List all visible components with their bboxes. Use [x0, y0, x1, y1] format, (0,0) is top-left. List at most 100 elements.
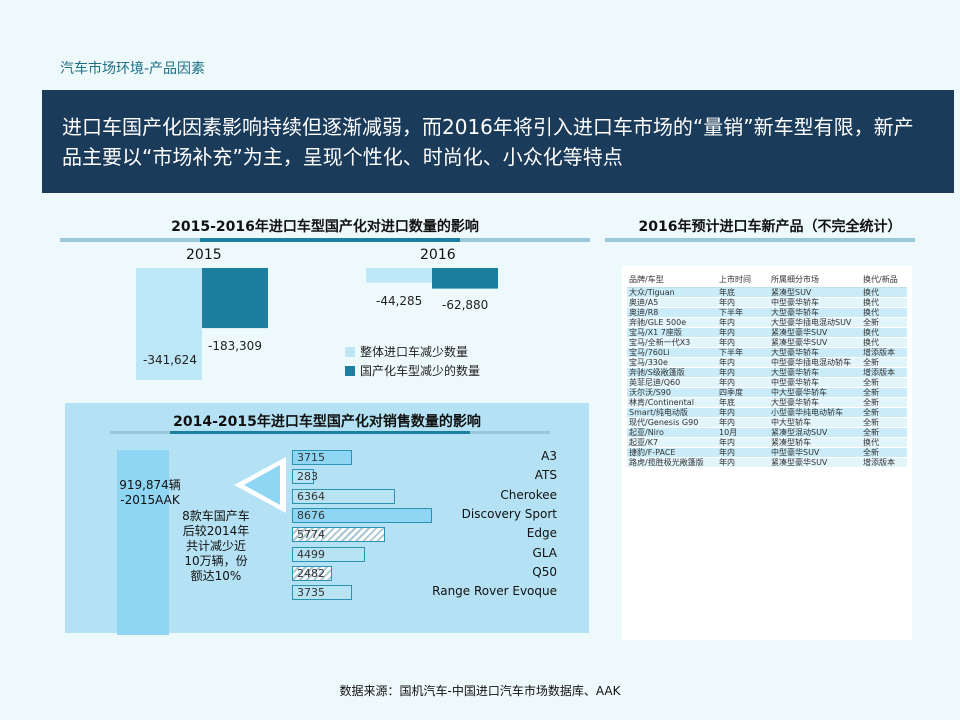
table-cell: 紧凑型豪华SUV: [769, 327, 861, 338]
new-products-table-wrap: 品牌/车型 上市时间 所属细分市场 换代/新品 大众/Tiguan 年底 紧凑型SU…: [622, 266, 912, 640]
table-cell: 起亚/Niro: [627, 427, 717, 438]
table-row: 奥迪/A5 年内 中型豪华轿车 换代: [627, 297, 907, 308]
table-cell: 四季度: [717, 387, 769, 398]
col-header-launch: 上市时间: [717, 271, 769, 288]
table-row: 宝马/760Li 下半年 大型豪华轿车 增添版本: [627, 347, 907, 358]
table-cell: 中大型豪华轿车: [769, 387, 861, 398]
model-name-label: Q50: [532, 564, 557, 579]
table-cell: 增添版本: [861, 457, 907, 468]
bar-label-2016-total: -44,285: [376, 294, 423, 308]
model-name-label: Discovery Sport: [461, 506, 557, 521]
table-cell: 年内: [717, 367, 769, 378]
table-cell: 奔驰/GLE 500e: [627, 317, 717, 328]
table-cell: 奥迪/A5: [627, 297, 717, 308]
table-cell: 全新: [861, 447, 907, 458]
table-row: 沃尔沃/S90 四季度 中大型豪华轿车 全新: [627, 387, 907, 398]
table-cell: 大型豪华轿车: [769, 307, 861, 318]
note-line: 10万辆，份: [184, 554, 248, 568]
table-cell: 捷豹/F-PACE: [627, 447, 717, 458]
model-name-label: Range Rover Evoque: [432, 584, 557, 599]
table-cell: 年内: [717, 327, 769, 338]
total-sales-label: 919,874辆 -2015AAK: [100, 478, 200, 508]
model-name-label: Cherokee: [500, 487, 557, 502]
table-cell: 中大型轿车: [769, 417, 861, 428]
table-row: 路虎/揽胜极光敞篷版 年内 紧凑型豪华SUV 增添版本: [627, 457, 907, 468]
bar-label-2016-localized: -62,880: [442, 298, 489, 312]
table-cell: 奔驰/S级敞篷版: [627, 367, 717, 378]
model-bar: 3735: [292, 585, 353, 601]
model-name-label: GLA: [532, 545, 557, 560]
pointer-triangle: [234, 457, 286, 513]
total-sales-value: 919,874辆: [119, 478, 181, 492]
table-header-row: 品牌/车型 上市时间 所属细分市场 换代/新品: [627, 271, 907, 288]
chart2-title-rule: [110, 431, 550, 434]
bar-2015-total: [136, 268, 202, 380]
bar-label-2015-total: -341,624: [143, 353, 197, 367]
table-cell: 中型豪华SUV: [769, 447, 861, 458]
table-cell: 年内: [717, 337, 769, 348]
table-cell: 英菲尼迪/Q60: [627, 377, 717, 388]
total-sales-bar: [117, 450, 169, 635]
table-cell: 全新: [861, 357, 907, 368]
model-name-label: Edge: [526, 526, 557, 541]
bar-label-2015-localized: -183,309: [208, 339, 262, 353]
table-cell: 年内: [717, 417, 769, 428]
bar-2016-localized: [432, 268, 498, 289]
table-row: Smart/纯电动版 年内 小型豪华纯电动轿车 全新: [627, 407, 907, 418]
chart1-title-rule: [60, 238, 590, 242]
total-sales-source: -2015AAK: [120, 493, 180, 507]
bar-2015-localized: [202, 268, 268, 329]
source-note: 数据来源：国机汽车-中国进口汽车市场数据库、AAK: [339, 684, 621, 698]
table-cell: 全新: [861, 427, 907, 438]
note-line: 后较2014年: [182, 524, 250, 538]
legend-item-total: 整体进口车减少数量: [345, 343, 468, 360]
table-row: 起亚/K7 年内 紧凑型轿车 换代: [627, 437, 907, 448]
table-cell: 年内: [717, 407, 769, 418]
table-cell: 增添版本: [861, 367, 907, 378]
table-cell: 大型豪华插电混动SUV: [769, 317, 861, 328]
table-row: 奔驰/GLE 500e 年内 大型豪华插电混动SUV 全新: [627, 317, 907, 328]
model-bar: 6364: [292, 488, 395, 504]
table-row: 英菲尼迪/Q60 年内 中型豪华轿车 全新: [627, 377, 907, 388]
chart2-title: 2014-2015年进口车型国产化对销售数量的影响: [173, 414, 481, 430]
table-cell: 沃尔沃/S90: [627, 387, 717, 398]
table-title-rule: [605, 238, 915, 242]
table-cell: 宝马/760Li: [627, 347, 717, 358]
table-cell: 宝马/330e: [627, 357, 717, 368]
table-cell: 紧凑型混动SUV: [769, 427, 861, 438]
note-line: 额达10%: [190, 569, 242, 583]
table-cell: 换代: [861, 337, 907, 348]
table-cell: 全新: [861, 407, 907, 418]
table-cell: 大型豪华轿车: [769, 367, 861, 378]
table-cell: 紧凑型SUV: [769, 287, 861, 298]
table-cell: 紧凑型豪华SUV: [769, 457, 861, 468]
table-row: 现代/Genesis G90 年内 中大型轿车 全新: [627, 417, 907, 428]
note-line: 共计减少近: [185, 539, 246, 553]
table-cell: 年内: [717, 297, 769, 308]
table-cell: 全新: [861, 417, 907, 428]
col-header-segment: 所属细分市场: [769, 271, 861, 288]
col-header-model: 品牌/车型: [627, 271, 717, 288]
legend-item-localized: 国产化车型减少的数量: [345, 362, 480, 379]
table-cell: 年内: [717, 357, 769, 368]
table-cell: 大型豪华轿车: [769, 397, 861, 408]
table-cell: 路虎/揽胜极光敞篷版: [627, 457, 717, 468]
table-cell: 年内: [717, 437, 769, 448]
table-row: 宝马/全新一代X3 年内 紧凑型豪华SUV 换代: [627, 337, 907, 348]
model-bar: 8676: [292, 507, 432, 523]
model-name-label: ATS: [534, 468, 557, 483]
localization-note: 8款车国产车 后较2014年 共计减少近 10万辆，份 额达10%: [168, 509, 264, 584]
table-cell: 宝马/X1 7座版: [627, 327, 717, 338]
section-label: 汽车市场环境-产品因素: [60, 61, 206, 77]
table-cell: 全新: [861, 397, 907, 408]
table-cell: 中型豪华插电混动轿车: [769, 357, 861, 368]
table-cell: 10月: [717, 427, 769, 438]
table-title: 2016年预计进口车新产品（不完全统计）: [638, 219, 902, 235]
year-label-2016: 2016: [420, 247, 456, 263]
table-cell: 中型豪华轿车: [769, 297, 861, 308]
table-row: 林肯/Continental 年底 大型豪华轿车 全新: [627, 397, 907, 408]
table-row: 奥迪/R8 下半年 大型豪华轿车 换代: [627, 307, 907, 318]
table-cell: 年内: [717, 377, 769, 388]
table-cell: 奥迪/R8: [627, 307, 717, 318]
table-cell: 换代: [861, 307, 907, 318]
